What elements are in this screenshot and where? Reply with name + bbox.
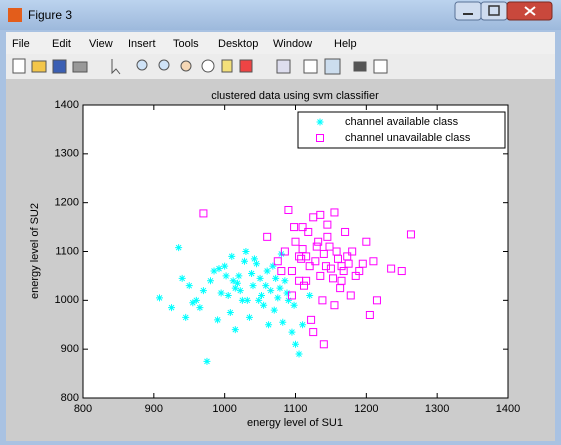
data-point xyxy=(182,314,189,321)
x-tick-label: 900 xyxy=(145,403,163,415)
figure-window: Figure 3 File Edit View Insert Tools Des… xyxy=(0,0,561,445)
chart-title: clustered data using svm classifier xyxy=(211,90,379,102)
menu-item[interactable]: Help xyxy=(334,38,357,50)
x-tick-label: 1200 xyxy=(354,403,378,415)
data-point xyxy=(232,285,239,292)
data-point xyxy=(175,244,182,251)
menu-item[interactable]: Desktop xyxy=(218,38,258,50)
legend-marker xyxy=(317,119,324,126)
plot-area xyxy=(83,105,508,398)
data-point xyxy=(272,275,279,282)
data-point xyxy=(200,287,207,294)
x-axis-label: energy level of SU1 xyxy=(247,417,343,429)
data-point xyxy=(168,304,175,311)
data-point xyxy=(186,282,193,289)
data-point xyxy=(276,285,283,292)
data-point xyxy=(299,321,306,328)
data-point xyxy=(241,258,248,265)
y-axis-label: energy level of SU2 xyxy=(29,203,41,299)
data-point xyxy=(251,255,258,262)
y-tick-label: 1300 xyxy=(55,148,79,160)
data-point xyxy=(250,282,257,289)
maximize-button[interactable] xyxy=(481,2,507,20)
x-tick-label: 1000 xyxy=(212,403,236,415)
menu-item[interactable]: Edit xyxy=(52,38,71,50)
y-tick-label: 1200 xyxy=(55,197,79,209)
legend-label: channel unavailable class xyxy=(345,132,471,144)
data-point xyxy=(230,277,237,284)
menu-item[interactable]: Insert xyxy=(128,38,156,50)
y-tick-label: 1400 xyxy=(55,99,79,111)
data-point xyxy=(291,302,298,309)
legend-label: channel available class xyxy=(345,116,459,128)
y-tick-label: 900 xyxy=(61,343,79,355)
data-point xyxy=(264,268,271,275)
data-point xyxy=(262,282,269,289)
data-point xyxy=(246,314,253,321)
data-point xyxy=(292,341,299,348)
data-point xyxy=(214,316,221,323)
data-point xyxy=(207,277,214,284)
data-point xyxy=(271,307,278,314)
data-point xyxy=(279,319,286,326)
data-point xyxy=(193,297,200,304)
data-point xyxy=(235,272,242,279)
data-point xyxy=(306,292,313,299)
x-tick-label: 1300 xyxy=(425,403,449,415)
data-point xyxy=(156,294,163,301)
data-point xyxy=(248,270,255,277)
data-point xyxy=(232,326,239,333)
menu-item[interactable]: File xyxy=(12,38,30,50)
data-point xyxy=(257,275,264,282)
data-point xyxy=(288,329,295,336)
data-point xyxy=(228,253,235,260)
app-icon xyxy=(8,8,22,22)
data-point xyxy=(203,358,210,365)
data-point xyxy=(179,275,186,282)
data-point xyxy=(284,290,291,297)
menu-item[interactable]: View xyxy=(89,38,113,50)
x-tick-label: 1100 xyxy=(284,403,308,415)
data-point xyxy=(196,304,203,311)
data-point xyxy=(242,248,249,255)
menu-item[interactable]: Tools xyxy=(173,38,199,50)
data-point xyxy=(265,321,272,328)
y-tick-label: 1000 xyxy=(55,294,79,306)
x-tick-label: 800 xyxy=(74,403,92,415)
data-point xyxy=(244,297,251,304)
data-point xyxy=(223,272,230,279)
window-title: Figure 3 xyxy=(28,8,72,22)
data-point xyxy=(258,292,265,299)
data-point xyxy=(281,277,288,284)
data-point xyxy=(218,290,225,297)
data-point xyxy=(227,309,234,316)
x-tick-label: 1400 xyxy=(496,403,520,415)
data-point xyxy=(274,294,281,301)
minimize-button[interactable] xyxy=(455,2,481,20)
data-point xyxy=(225,292,232,299)
data-point xyxy=(269,263,276,270)
y-tick-label: 1100 xyxy=(55,245,79,257)
data-point xyxy=(216,265,223,272)
data-point xyxy=(296,351,303,358)
y-tick-label: 800 xyxy=(61,392,79,404)
menu-item[interactable]: Window xyxy=(273,38,312,50)
